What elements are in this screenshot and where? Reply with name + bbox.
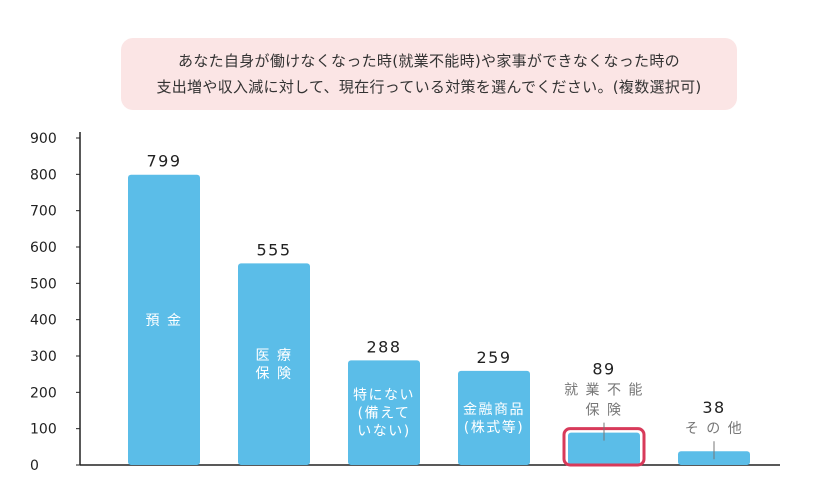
- bar: [458, 370, 530, 465]
- category-label: 就 業 不 能: [564, 383, 644, 399]
- data-value-label: 555: [256, 240, 291, 259]
- y-tick-label: 900: [30, 131, 57, 147]
- data-value-label: 799: [146, 152, 181, 171]
- survey-question-line-1: あなた自身が働けなくなった時(就業不能時)や家事ができなくなった時の: [178, 52, 680, 70]
- y-tick-label: 400: [30, 313, 57, 329]
- bar: [348, 360, 420, 465]
- survey-question-box: あなた自身が働けなくなった時(就業不能時)や家事ができなくなった時の 支出増や収…: [121, 38, 737, 110]
- data-value-label: 38: [702, 398, 725, 417]
- survey-question-line-2: 支出増や収入減に対して、現在行っている対策を選んでください。(複数選択可): [156, 78, 702, 96]
- data-value-label: 259: [476, 348, 511, 367]
- y-tick-label: 800: [30, 167, 57, 183]
- y-tick-label: 200: [30, 385, 57, 401]
- y-tick-label: 500: [30, 276, 57, 292]
- bar: [128, 174, 200, 466]
- category-label: そ の 他: [685, 421, 743, 437]
- y-tick-label: 300: [30, 349, 57, 365]
- data-value-label: 89: [592, 360, 615, 379]
- y-tick-label: 100: [30, 422, 57, 438]
- y-tick-label: 700: [30, 204, 57, 220]
- category-label: 特にない: [353, 388, 415, 404]
- category-label: (備えて: [358, 406, 411, 422]
- bar: [568, 432, 640, 465]
- category-label: (株式等): [464, 419, 524, 436]
- category-label: 保 険: [256, 366, 293, 382]
- data-value-label: 288: [366, 337, 401, 356]
- y-tick-label: 600: [30, 240, 57, 256]
- bar: [238, 263, 310, 465]
- category-label: 預 金: [146, 313, 183, 329]
- category-label: 保 険: [586, 403, 623, 419]
- category-label: 金融商品: [463, 402, 525, 418]
- category-label: 医 療: [256, 347, 293, 364]
- category-label: いない): [357, 424, 410, 440]
- y-tick-label: 0: [30, 458, 39, 474]
